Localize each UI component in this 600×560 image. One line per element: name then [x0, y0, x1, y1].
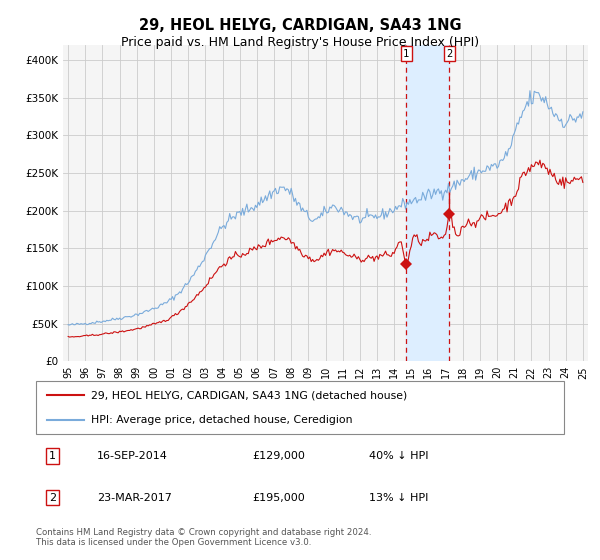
Text: 23-MAR-2017: 23-MAR-2017	[97, 493, 172, 502]
Text: £129,000: £129,000	[253, 451, 305, 461]
Text: £195,000: £195,000	[253, 493, 305, 502]
Text: 16-SEP-2014: 16-SEP-2014	[97, 451, 167, 461]
Text: 2: 2	[446, 49, 452, 59]
Text: HPI: Average price, detached house, Ceredigion: HPI: Average price, detached house, Cere…	[91, 414, 353, 424]
Text: 1: 1	[49, 451, 56, 461]
Bar	[406, 45, 449, 361]
Text: 29, HEOL HELYG, CARDIGAN, SA43 1NG: 29, HEOL HELYG, CARDIGAN, SA43 1NG	[139, 18, 461, 33]
Text: 13% ↓ HPI: 13% ↓ HPI	[368, 493, 428, 502]
Text: 1: 1	[403, 49, 409, 59]
Text: Price paid vs. HM Land Registry's House Price Index (HPI): Price paid vs. HM Land Registry's House …	[121, 36, 479, 49]
Text: Contains HM Land Registry data © Crown copyright and database right 2024.
This d: Contains HM Land Registry data © Crown c…	[36, 528, 371, 547]
Text: 29, HEOL HELYG, CARDIGAN, SA43 1NG (detached house): 29, HEOL HELYG, CARDIGAN, SA43 1NG (deta…	[91, 390, 407, 400]
Text: 40% ↓ HPI: 40% ↓ HPI	[368, 451, 428, 461]
Text: 2: 2	[49, 493, 56, 502]
